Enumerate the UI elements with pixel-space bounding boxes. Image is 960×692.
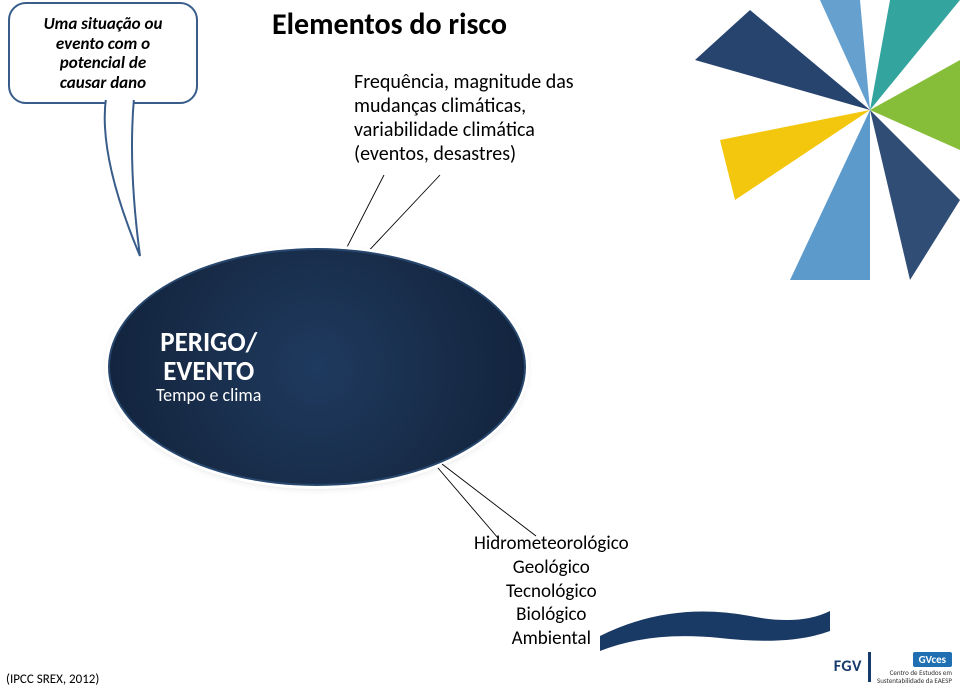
hazard-type-2: Geológico (513, 556, 590, 579)
logo-gvces-badge: GVces (913, 652, 952, 668)
hazard-type-1: Hidrometeorológico (474, 532, 629, 555)
citation: (IPCC SREX, 2012) (6, 672, 99, 687)
logo-fgv-gvces: FGV GVces Centro de Estudos em Sustentab… (834, 651, 952, 684)
hazard-types-list: Hidrometeorológico Geológico Tecnológico… (474, 532, 629, 651)
logo-fgv-text: FGV (834, 659, 862, 676)
hazard-type-5: Ambiental (512, 627, 591, 650)
hazard-type-4: Biológico (516, 603, 586, 626)
logo-divider (868, 652, 871, 682)
hazard-type-3: Tecnológico (506, 580, 597, 603)
logo-subtitle: Centro de Estudos em Sustentabilidade da… (877, 669, 952, 684)
